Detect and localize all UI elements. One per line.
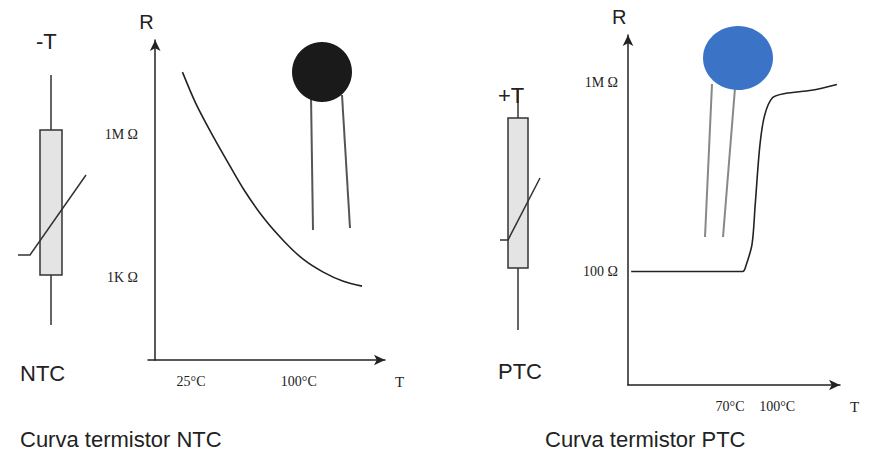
svg-text:NTC: NTC (20, 361, 65, 386)
svg-text:R: R (612, 6, 626, 28)
svg-text:T: T (850, 399, 859, 415)
svg-text:1K Ω: 1K Ω (107, 270, 138, 285)
svg-text:PTC: PTC (498, 359, 542, 384)
svg-text:100 Ω: 100 Ω (583, 264, 618, 279)
svg-text:Curva termistor NTC: Curva termistor NTC (20, 427, 222, 452)
svg-text:100°C: 100°C (759, 399, 795, 414)
svg-text:1M Ω: 1M Ω (105, 127, 138, 142)
svg-text:1M Ω: 1M Ω (585, 75, 618, 90)
svg-text:Curva termistor PTC: Curva termistor PTC (545, 427, 746, 452)
svg-text:25°C: 25°C (177, 374, 206, 389)
svg-text:100°C: 100°C (281, 374, 317, 389)
svg-text:T: T (395, 374, 404, 390)
svg-text:R: R (139, 11, 153, 33)
svg-text:70°C: 70°C (716, 399, 745, 414)
svg-text:-T: -T (36, 29, 57, 54)
svg-text:+T: +T (498, 83, 524, 108)
